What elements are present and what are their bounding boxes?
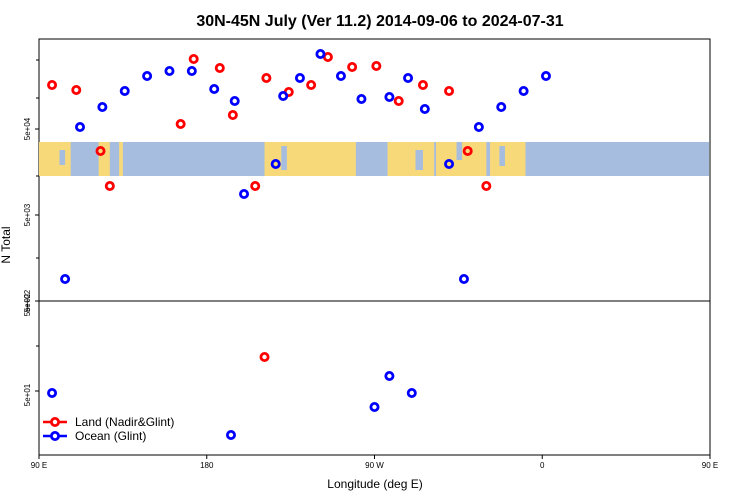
- land-point: [444, 86, 455, 97]
- ocean-point: [239, 188, 250, 199]
- ocean-point: [47, 387, 58, 398]
- map-water-3: [415, 150, 423, 170]
- land-point: [259, 351, 270, 362]
- map-land-0: [39, 142, 71, 176]
- ocean-point: [444, 158, 455, 169]
- ocean-point: [119, 86, 130, 97]
- map-water-0: [59, 150, 66, 165]
- ocean-point: [369, 401, 380, 412]
- x-tick-label: 90 E: [702, 461, 718, 470]
- ocean-point: [406, 387, 417, 398]
- map-water-5: [499, 146, 505, 166]
- ocean-point: [315, 49, 326, 60]
- legend: Land (Nadir&Glint)Ocean (Glint): [43, 415, 174, 443]
- ocean-point: [403, 73, 414, 84]
- y-tick-label: 5e+03: [23, 203, 32, 226]
- map-ocean: [40, 142, 709, 176]
- ocean-point: [458, 273, 469, 284]
- y-tick-label: 5e+01: [23, 383, 32, 406]
- legend-marker-land: [50, 416, 61, 427]
- land-point: [371, 61, 382, 72]
- x-axis-label: Longitude (deg E): [327, 477, 422, 491]
- y-tick-label: 5e+02: [23, 289, 32, 312]
- ocean-point: [496, 102, 507, 113]
- y-tick-label: 5e+02: [23, 293, 32, 316]
- legend-label-ocean: Ocean (Glint): [75, 429, 146, 443]
- y-tick-label: 5e+04: [23, 117, 32, 140]
- ocean-point: [278, 91, 289, 102]
- map-water-1: [281, 146, 287, 170]
- land-point: [188, 54, 199, 65]
- land-point: [417, 80, 428, 91]
- map-land-1: [98, 142, 110, 176]
- ocean-point: [164, 66, 175, 77]
- land-point: [95, 145, 106, 156]
- map-land-2: [119, 142, 123, 176]
- ocean-point: [60, 273, 71, 284]
- land-point: [393, 96, 404, 107]
- ocean-point: [384, 92, 395, 103]
- ocean-point: [270, 158, 281, 169]
- ocean-point: [225, 429, 236, 440]
- map-land-3: [264, 142, 356, 176]
- land-point: [175, 119, 186, 130]
- ocean-point: [473, 122, 484, 133]
- land-point: [214, 63, 225, 74]
- ocean-point: [518, 86, 529, 97]
- map-water-4: [456, 142, 463, 160]
- ocean-point: [294, 73, 305, 84]
- ocean-point: [419, 104, 430, 115]
- world-map-band: [39, 142, 709, 176]
- x-tick-label: 180: [200, 461, 214, 470]
- land-point: [347, 62, 358, 73]
- land-point: [306, 80, 317, 91]
- ocean-point: [97, 102, 108, 113]
- x-tick-label: 90 E: [31, 461, 47, 470]
- ocean-point: [209, 84, 220, 95]
- land-point: [250, 180, 261, 191]
- map-land-4: [387, 142, 409, 176]
- ocean-point: [335, 71, 346, 82]
- y-axis-label: N Total: [0, 226, 13, 263]
- ocean-point: [540, 71, 551, 82]
- data-points: [47, 49, 551, 440]
- land-point: [227, 110, 238, 121]
- chart-title: 30N-45N July (Ver 11.2) 2014-09-06 to 20…: [196, 13, 563, 30]
- land-point: [462, 145, 473, 156]
- land-point: [481, 180, 492, 191]
- land-point: [261, 73, 272, 84]
- x-tick-label: 0: [540, 461, 545, 470]
- ocean-point: [142, 71, 153, 82]
- legend-label-land: Land (Nadir&Glint): [75, 415, 174, 429]
- ocean-point: [186, 66, 197, 77]
- map-water-2: [359, 142, 366, 176]
- land-point: [104, 180, 115, 191]
- land-point: [71, 85, 82, 96]
- upper-panel: [38, 38, 711, 302]
- land-point: [47, 80, 58, 91]
- legend-marker-ocean: [50, 430, 61, 441]
- ocean-point: [384, 370, 395, 381]
- x-axis: 90 E 180 90 W 0 90 E: [31, 455, 718, 470]
- ocean-point: [356, 94, 367, 105]
- map-land-7: [490, 142, 526, 176]
- ocean-point: [229, 96, 240, 107]
- x-tick-label: 90 W: [365, 461, 384, 470]
- ocean-point: [75, 122, 86, 133]
